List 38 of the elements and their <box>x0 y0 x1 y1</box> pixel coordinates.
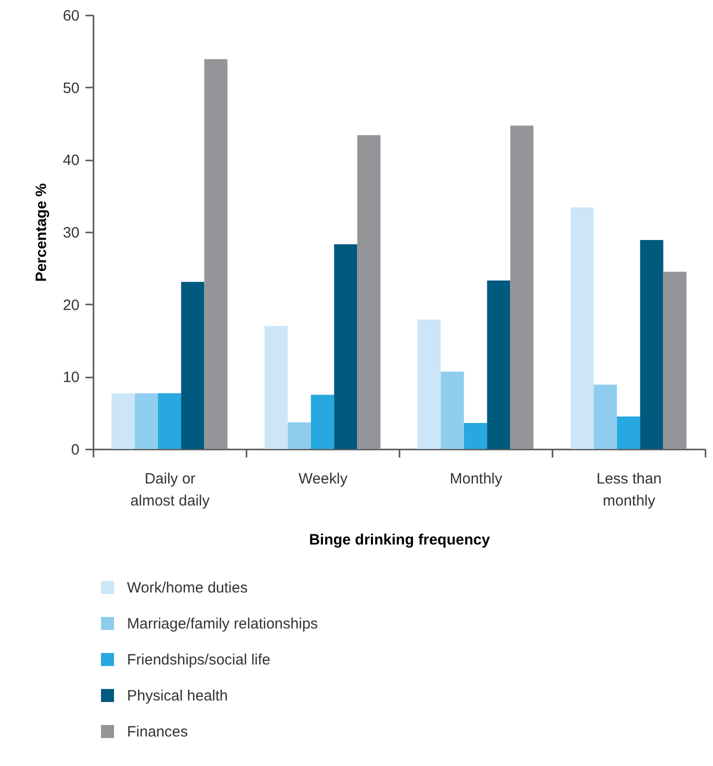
x-tick-label: Daily or almost daily <box>130 470 210 510</box>
bar <box>510 126 534 449</box>
x-tick-label: Monthly <box>450 470 503 488</box>
x-tick-label: Less than monthly <box>596 470 662 510</box>
y-tick-label: 40 <box>62 152 80 170</box>
bar <box>616 416 640 449</box>
bar <box>181 282 204 449</box>
y-axis-title: Percentage % <box>32 183 50 282</box>
bar <box>594 384 617 449</box>
legend-label: Work/home duties <box>127 580 248 596</box>
bar <box>440 372 464 449</box>
legend-label: Marriage/family relationships <box>127 616 318 632</box>
y-tick-label: 0 <box>71 442 80 458</box>
legend-label: Finances <box>127 724 188 740</box>
bar <box>112 393 135 449</box>
bar <box>487 280 510 449</box>
y-tick-label: 50 <box>62 80 80 97</box>
legend-label: Friendships/social life <box>127 652 270 668</box>
y-tick-label: 30 <box>62 224 80 242</box>
y-tick-label: 60 <box>62 8 80 24</box>
bar <box>570 207 594 449</box>
bar <box>357 135 380 449</box>
y-tick-label: 20 <box>62 296 80 314</box>
bar <box>334 244 358 449</box>
x-tick-label: Weekly <box>298 470 348 488</box>
bar <box>264 326 288 449</box>
legend-label: Physical health <box>127 688 228 704</box>
bar <box>418 320 441 449</box>
x-axis-title: Binge drinking frequency <box>309 532 491 548</box>
bar <box>310 394 334 449</box>
bar <box>204 59 228 449</box>
bar <box>288 422 311 449</box>
bar <box>663 272 686 449</box>
y-tick-label: 10 <box>62 369 80 386</box>
bar <box>464 422 488 449</box>
bar <box>640 240 664 449</box>
bar <box>134 393 158 449</box>
bar <box>158 393 182 449</box>
